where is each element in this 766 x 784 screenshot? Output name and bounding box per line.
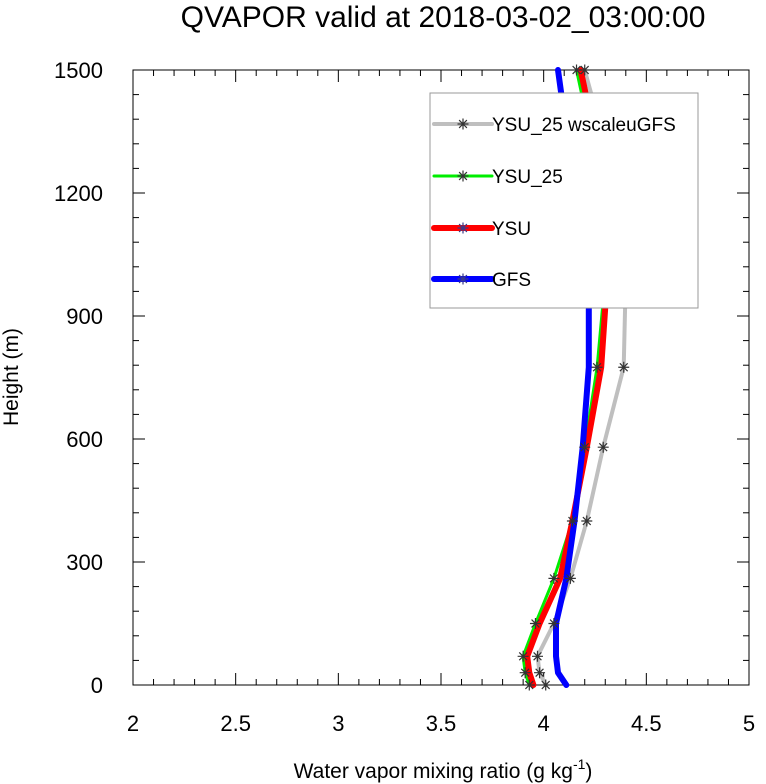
data-point-marker [579, 441, 591, 453]
y-axis-label: Height (m) [0, 328, 23, 426]
legend-box [429, 92, 699, 309]
x-axis-label: Water vapor mixing ratio (g kg-1) [294, 756, 593, 783]
axis-ticks [132, 69, 750, 686]
x-axis-label-main: Water vapor mixing ratio (g kg [294, 760, 573, 783]
data-point-marker [564, 572, 576, 584]
data-point-marker [529, 618, 541, 629]
data-point-marker [548, 572, 560, 584]
x-tick-label: 5 [743, 711, 755, 736]
data-point-marker [517, 650, 529, 662]
legend-marker [457, 170, 469, 182]
legend-label: YSU_25 wscaleuGFS [492, 115, 676, 136]
data-point-marker [540, 679, 552, 691]
x-axis-label-sup: -1 [573, 756, 586, 772]
x-tick-labels: 2 2.5 3 3.5 4 4.5 5 [127, 711, 755, 736]
data-point-marker [581, 515, 593, 527]
chart-title: QVAPOR valid at 2018-03-02_03:00:00 [181, 1, 706, 34]
data-point-marker [566, 515, 578, 527]
data-point-marker [591, 361, 603, 373]
legend: YSU_25 wscaleuGFS YSU_25 YSU GFS [429, 92, 699, 309]
data-point-marker [579, 64, 591, 76]
y-tick-label: 1500 [54, 58, 103, 83]
legend-marker [457, 118, 469, 130]
data-point-marker [534, 667, 546, 679]
y-tick-label: 1200 [54, 181, 103, 206]
x-tick-label: 4 [538, 711, 550, 736]
x-tick-label: 4.5 [631, 711, 662, 736]
y-tick-label: 600 [66, 427, 103, 452]
data-point-marker [597, 441, 609, 453]
x-axis-label-end: ) [585, 760, 592, 783]
data-point-marker [523, 679, 535, 691]
data-point-marker [548, 618, 560, 629]
legend-marker [457, 273, 469, 285]
x-tick-label: 3.5 [426, 711, 457, 736]
legend-marker [457, 222, 469, 234]
y-tick-labels: 0 300 600 900 1200 1500 [54, 58, 103, 698]
data-point-marker [532, 650, 544, 662]
y-tick-label: 0 [91, 673, 103, 698]
data-point-marker [618, 361, 630, 373]
legend-label: YSU_25 [492, 167, 563, 188]
x-tick-label: 2 [127, 711, 139, 736]
legend-label: YSU [492, 219, 531, 240]
y-tick-label: 300 [66, 550, 103, 575]
legend-label: GFS [492, 270, 531, 291]
x-tick-label: 3 [332, 711, 344, 736]
y-tick-label: 900 [66, 304, 103, 329]
data-point-marker [519, 667, 531, 679]
x-tick-label: 2.5 [220, 711, 251, 736]
data-point-marker [571, 64, 583, 76]
